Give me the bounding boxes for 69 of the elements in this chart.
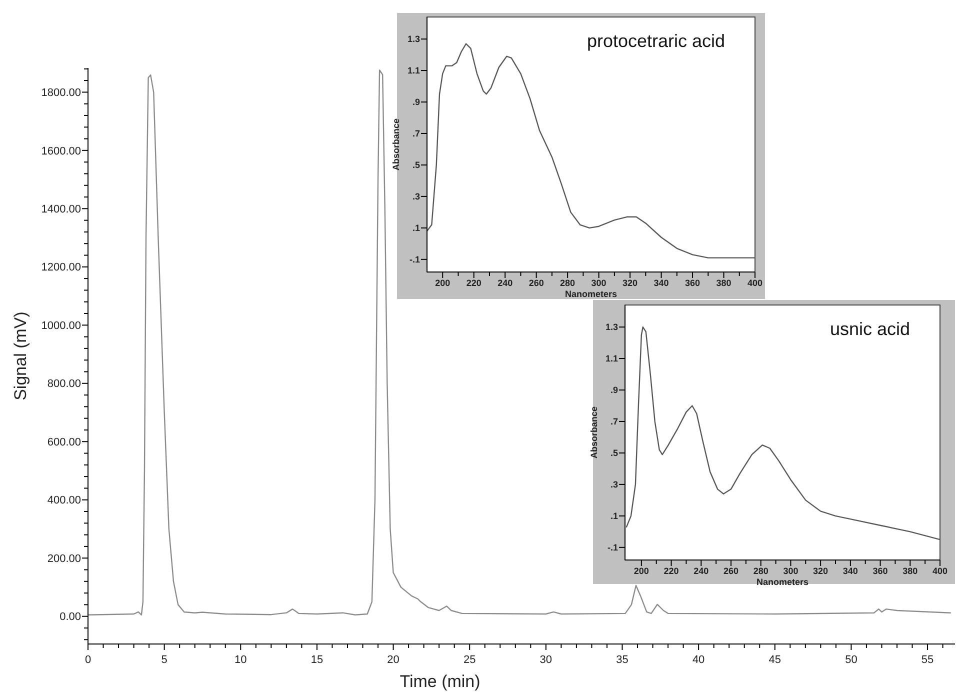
x-tick-label: 45	[768, 654, 782, 666]
x-tick-label: 300	[783, 566, 798, 576]
x-tick-label: 200	[435, 278, 450, 288]
x-tick-label: 340	[654, 278, 669, 288]
y-tick-label: -.1	[409, 254, 420, 265]
y-tick-label: 1.1	[605, 354, 618, 364]
y-tick-label: 1.1	[407, 66, 420, 76]
text: protocetraric acid	[586, 31, 725, 51]
x-tick-label: 55	[921, 654, 934, 666]
y-tick-label: .9	[412, 97, 420, 108]
x-tick-label: 280	[753, 566, 768, 576]
x-tick-label: 30	[540, 654, 552, 666]
x-tick-label: 260	[723, 566, 739, 576]
x-tick-label: 300	[591, 278, 606, 288]
x-tick-label: 280	[560, 278, 576, 288]
y-tick-label: 0.00	[60, 611, 81, 624]
x-tick-label: 35	[616, 654, 628, 666]
x-tick-label: 220	[466, 278, 482, 288]
y-tick-label: .7	[412, 128, 420, 139]
x-tick-label: 240	[498, 278, 513, 288]
y-tick-label: .3	[412, 192, 420, 202]
y-tick-label: 200.00	[47, 552, 81, 565]
x-tick-label: 380	[716, 278, 732, 288]
x-tick-label: 400	[747, 278, 763, 288]
y-tick-label: .1	[610, 511, 618, 522]
y-tick-label: .9	[610, 385, 618, 396]
y-tick-label: .3	[610, 480, 618, 490]
x-tick-label: 25	[463, 654, 476, 666]
y-tick-label: .5	[412, 160, 420, 170]
x-tick-label: 40	[692, 654, 705, 666]
x-tick-label: 260	[528, 278, 544, 288]
x-tick-label: 220	[664, 566, 679, 576]
y-axis-title: Absorbance	[391, 118, 401, 171]
x-tick-label: 20	[387, 654, 400, 666]
y-axis-title: Signal (mV)	[11, 312, 30, 400]
y-tick-label: 1800.00	[41, 87, 81, 100]
x-tick-label: 320	[622, 278, 638, 288]
x-axis-title: Time (min)	[400, 672, 480, 691]
y-tick-label: 400.00	[47, 494, 81, 507]
x-tick-label: 0	[84, 654, 92, 666]
x-tick-label: 200	[634, 566, 649, 576]
x-tick-label: 320	[813, 566, 828, 576]
x-tick-label: 5	[161, 654, 168, 666]
x-tick-label: 340	[842, 566, 858, 576]
x-tick-label: 380	[902, 566, 918, 576]
y-tick-label: 1.3	[407, 34, 420, 44]
x-tick-label: 360	[872, 566, 888, 576]
y-axis-title: Absorbance	[589, 406, 599, 459]
y-tick-label: 1600.00	[41, 145, 81, 158]
y-tick-label: 1400.00	[41, 204, 81, 216]
y-tick-label: 600.00	[47, 436, 81, 448]
y-tick-label: .1	[412, 223, 420, 234]
x-tick-label: 360	[685, 278, 700, 288]
y-tick-label: 1200.00	[41, 262, 81, 274]
x-tick-label: 400	[932, 566, 948, 576]
text: usnic acid	[830, 319, 910, 339]
x-tick-label: 50	[845, 654, 858, 666]
y-tick-label: -.1	[607, 542, 618, 553]
x-tick-label: 240	[694, 566, 709, 576]
y-tick-label: .7	[610, 416, 618, 427]
y-tick-label: 800.00	[47, 378, 81, 390]
y-tick-label: 1000.00	[41, 320, 81, 332]
x-tick-label: 15	[310, 654, 324, 666]
x-axis-title: Nanometers	[756, 577, 809, 587]
x-axis-title: Nanometers	[564, 289, 618, 299]
line-series	[87, 69, 952, 616]
y-tick-label: .5	[610, 448, 618, 458]
x-tick-label: 10	[234, 654, 247, 666]
y-tick-label: 1.3	[605, 322, 618, 332]
